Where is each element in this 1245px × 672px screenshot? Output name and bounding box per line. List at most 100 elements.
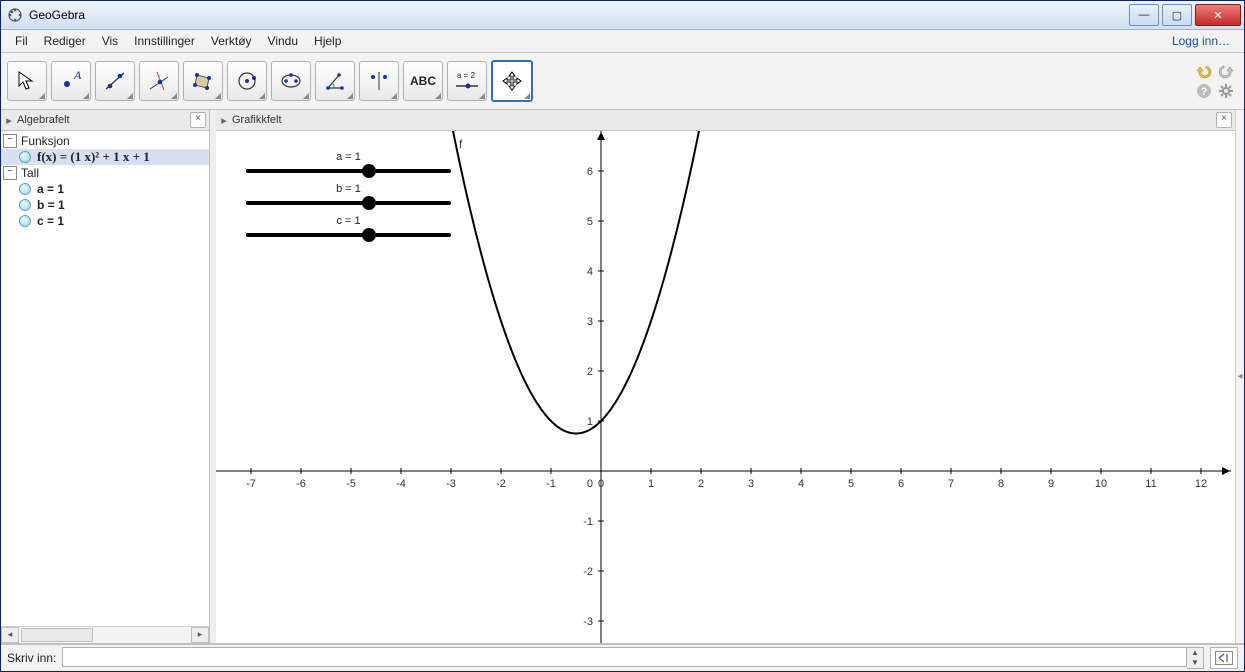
graphics-expand-icon[interactable]: ▸: [218, 114, 230, 127]
svg-text:-6: -6: [296, 478, 306, 490]
slider-c-label: c = 1: [246, 215, 451, 227]
gear-icon[interactable]: [1218, 83, 1234, 99]
collapse-icon[interactable]: −: [3, 134, 17, 148]
visibility-dot-icon[interactable]: [19, 199, 31, 211]
input-help-button[interactable]: [1210, 647, 1238, 669]
tool-reflect[interactable]: [359, 61, 399, 101]
tree-group-tall[interactable]: −Tall: [1, 165, 209, 181]
algebra-title: Algebrafelt: [15, 114, 190, 126]
tool-perpendicular[interactable]: [139, 61, 179, 101]
scroll-left-icon[interactable]: ◂: [1, 627, 19, 643]
svg-text:1: 1: [648, 478, 654, 490]
slider-b-label: b = 1: [246, 183, 451, 195]
visibility-dot-icon[interactable]: [19, 215, 31, 227]
graphics-view[interactable]: -7-6-5-4-3-2-10123456789101112-3-2-11234…: [216, 131, 1235, 643]
tool-polygon[interactable]: [183, 61, 223, 101]
input-field[interactable]: [62, 647, 1187, 667]
menu-verktoy[interactable]: Verktøy: [203, 34, 260, 48]
menu-vis[interactable]: Vis: [94, 34, 126, 48]
svg-text:2: 2: [587, 366, 593, 378]
maximize-button[interactable]: ▢: [1162, 4, 1192, 26]
tool-move-view[interactable]: [491, 60, 533, 102]
svg-text:-2: -2: [583, 566, 593, 578]
svg-text:5: 5: [587, 216, 593, 228]
tool-circle[interactable]: [227, 61, 267, 101]
tool-line[interactable]: [95, 61, 135, 101]
slider-b[interactable]: b = 1: [246, 183, 451, 205]
algebra-expand-icon[interactable]: ▸: [3, 114, 15, 127]
visibility-dot-icon[interactable]: [19, 183, 31, 195]
scroll-right-icon[interactable]: ▸: [191, 627, 209, 643]
svg-text:11: 11: [1145, 478, 1156, 490]
algebra-tree: −Funksjon f(x) = (1 x)² + 1 x + 1 −Tall …: [1, 131, 209, 626]
tree-item-b[interactable]: b = 1: [1, 197, 209, 213]
function-label: f: [459, 137, 462, 151]
slider-a[interactable]: a = 1: [246, 151, 451, 173]
svg-text:-7: -7: [246, 478, 256, 490]
tool-point[interactable]: A: [51, 61, 91, 101]
graphics-close-icon[interactable]: ×: [1216, 112, 1232, 128]
visibility-dot-icon[interactable]: [19, 151, 31, 163]
tree-item-a[interactable]: a = 1: [1, 181, 209, 197]
help-icon[interactable]: ?: [1196, 83, 1212, 99]
svg-text:-2: -2: [496, 478, 506, 490]
tree-item-function[interactable]: f(x) = (1 x)² + 1 x + 1: [1, 149, 209, 165]
svg-text:2: 2: [698, 478, 704, 490]
slider-c[interactable]: c = 1: [246, 215, 451, 237]
login-link[interactable]: Logg inn…: [1164, 34, 1238, 48]
body: ▸ Algebrafelt × −Funksjon f(x) = (1 x)² …: [1, 110, 1244, 644]
svg-text:-4: -4: [396, 478, 406, 490]
svg-text:-3: -3: [583, 616, 593, 628]
slider-a-label: a = 1: [246, 151, 451, 163]
svg-text:a = 2: a = 2: [457, 71, 476, 80]
slider-group: a = 1 b = 1 c = 1: [246, 151, 451, 247]
menu-vindu[interactable]: Vindu: [260, 34, 306, 48]
side-collapse-handle[interactable]: ◂: [1235, 110, 1244, 643]
tool-ellipse[interactable]: [271, 61, 311, 101]
spinner-up-icon[interactable]: ▲: [1187, 648, 1203, 658]
svg-text:-1: -1: [583, 516, 593, 528]
tree-group-funksjon[interactable]: −Funksjon: [1, 133, 209, 149]
svg-text:6: 6: [898, 478, 904, 490]
svg-text:3: 3: [587, 316, 593, 328]
tool-slider[interactable]: a = 2: [447, 61, 487, 101]
graphics-title: Grafikkfelt: [230, 114, 1216, 126]
titlebar: GeoGebra — ▢ ✕: [1, 1, 1244, 30]
graphics-header: ▸ Grafikkfelt ×: [216, 110, 1235, 131]
svg-text:7: 7: [948, 478, 954, 490]
close-button[interactable]: ✕: [1195, 4, 1241, 26]
svg-text:-1: -1: [546, 478, 556, 490]
algebra-panel: ▸ Algebrafelt × −Funksjon f(x) = (1 x)² …: [1, 110, 210, 643]
input-label: Skriv inn:: [7, 651, 56, 665]
geogebra-window: GeoGebra — ▢ ✕ Fil Rediger Vis Innstilli…: [0, 0, 1245, 672]
scroll-thumb[interactable]: [21, 628, 93, 642]
svg-text:9: 9: [1048, 478, 1054, 490]
app-icon: [7, 7, 23, 23]
menu-hjelp[interactable]: Hjelp: [306, 34, 349, 48]
algebra-close-icon[interactable]: ×: [190, 112, 206, 128]
svg-text:-5: -5: [346, 478, 356, 490]
svg-text:0: 0: [587, 478, 593, 490]
spinner-down-icon[interactable]: ▼: [1187, 658, 1203, 668]
menu-rediger[interactable]: Rediger: [36, 34, 94, 48]
svg-text:4: 4: [798, 478, 804, 490]
tool-text[interactable]: ABC: [403, 61, 443, 101]
tool-move[interactable]: [7, 61, 47, 101]
menubar: Fil Rediger Vis Innstillinger Verktøy Vi…: [1, 30, 1244, 53]
collapse-icon[interactable]: −: [3, 166, 17, 180]
algebra-hscrollbar[interactable]: ◂ ▸: [1, 626, 209, 643]
undo-icon[interactable]: [1196, 63, 1212, 79]
svg-text:4: 4: [587, 266, 593, 278]
input-history-spinner[interactable]: ▲▼: [1187, 647, 1204, 669]
svg-text:?: ?: [1201, 86, 1208, 98]
svg-text:6: 6: [587, 166, 593, 178]
redo-icon[interactable]: [1218, 63, 1234, 79]
tree-item-c[interactable]: c = 1: [1, 213, 209, 229]
menu-fil[interactable]: Fil: [7, 34, 36, 48]
menu-innstillinger[interactable]: Innstillinger: [126, 34, 203, 48]
tool-angle[interactable]: [315, 61, 355, 101]
svg-text:10: 10: [1095, 478, 1107, 490]
svg-text:8: 8: [998, 478, 1004, 490]
minimize-button[interactable]: —: [1129, 4, 1159, 26]
input-bar: Skriv inn: ▲▼: [1, 644, 1244, 671]
